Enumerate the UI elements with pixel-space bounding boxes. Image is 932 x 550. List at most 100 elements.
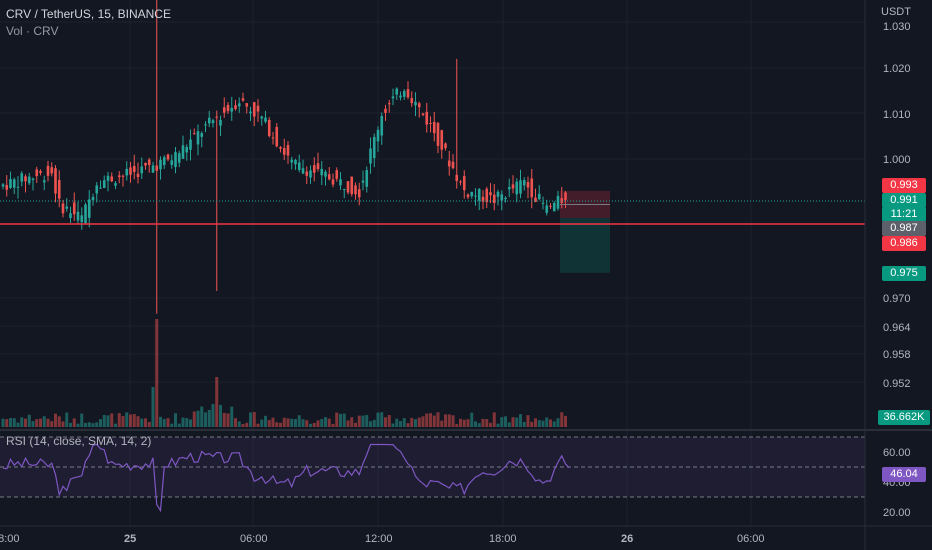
volume-bar: [61, 421, 65, 427]
time-label: 12:00: [365, 533, 393, 545]
volume-bar: [335, 412, 339, 427]
candle-body: [369, 148, 372, 164]
candle-body: [376, 129, 380, 142]
volume-bar: [12, 418, 16, 427]
volume-bar: [140, 418, 144, 427]
candle-body: [5, 185, 9, 190]
volume-bar: [200, 406, 204, 427]
candle-body: [466, 194, 470, 198]
volume-bar: [256, 423, 260, 427]
candle-body: [425, 111, 429, 125]
rsi-legend[interactable]: RSI (14, close, SMA, 14, 2): [6, 434, 152, 448]
candle-body: [271, 137, 275, 139]
candle-body: [500, 194, 504, 201]
candle-body: [492, 194, 496, 204]
candle-body: [365, 170, 369, 187]
candle-body: [507, 187, 511, 190]
volume-bar: [39, 418, 42, 427]
candle-body: [31, 178, 35, 180]
rsi-tick: 60.00: [883, 447, 911, 459]
volume-bar: [515, 417, 519, 427]
candle-body: [327, 174, 331, 180]
candle-body: [294, 159, 297, 165]
volume-bar: [72, 418, 76, 427]
candle-body: [57, 180, 61, 199]
volume-bar: [301, 419, 305, 427]
volume-bar: [489, 422, 492, 427]
volume-bar: [320, 419, 324, 427]
candle-body: [312, 165, 316, 173]
candle-body: [309, 170, 312, 178]
symbol-title[interactable]: CRV / TetherUS, 15, BINANCE: [6, 7, 171, 21]
candle-body: [125, 168, 129, 176]
volume-bar: [275, 422, 279, 427]
candle-body: [444, 143, 447, 149]
volume-bar: [125, 412, 129, 427]
volume-bar: [196, 410, 200, 427]
volume-bar: [215, 377, 219, 427]
candle-body: [252, 102, 256, 117]
volume-bar: [69, 422, 72, 427]
volume-bar: [537, 420, 541, 427]
candle-body: [144, 162, 147, 166]
candle-body: [316, 163, 320, 170]
candle-body: [459, 181, 462, 183]
candle-body: [204, 124, 207, 126]
candle-body: [9, 179, 12, 188]
volume-bar: [102, 414, 106, 427]
candle-body: [515, 181, 519, 195]
candle-body: [339, 179, 342, 186]
candle-body: [526, 181, 530, 188]
candle-body: [264, 117, 267, 122]
volume-bar: [376, 412, 380, 427]
volume-bar: [305, 420, 309, 427]
candle-body: [537, 193, 541, 200]
volume-bar: [365, 414, 369, 427]
candle-body: [42, 180, 46, 183]
time-label: 26: [621, 533, 633, 545]
volume-bar: [1, 418, 5, 427]
candle-body: [534, 197, 537, 203]
candle-body: [511, 184, 515, 189]
volume-legend[interactable]: Vol · CRV: [6, 24, 59, 38]
volume-bar: [309, 423, 312, 427]
price-tick: 0.970: [883, 293, 911, 305]
price-tick: 0.952: [883, 378, 911, 390]
candle-body: [545, 205, 549, 213]
volume-bar: [174, 413, 177, 427]
candle-body: [474, 195, 477, 197]
candle-body: [286, 145, 290, 156]
volume-bar: [504, 416, 507, 427]
candle-body: [522, 180, 526, 186]
volume-bar: [16, 422, 20, 427]
candle-body: [297, 162, 301, 170]
candle-body: [414, 101, 417, 106]
candle-body: [211, 120, 215, 124]
position-tool[interactable]: [560, 190, 610, 273]
volume-bar: [522, 421, 526, 427]
candle-body: [489, 192, 492, 196]
volume-bar: [297, 415, 301, 427]
volume-bar: [50, 421, 54, 427]
volume-bar: [42, 416, 46, 427]
candle-body: [140, 166, 144, 174]
volume-bar: [129, 414, 132, 427]
volume-bar: [440, 420, 444, 427]
rsi-value-tag: 46.04: [882, 467, 926, 482]
volume-value-tag: 36.662K: [878, 410, 930, 425]
price-tick: 0.964: [883, 322, 911, 334]
volume-bar: [455, 423, 459, 427]
volume-bar: [425, 413, 429, 427]
volume-bar: [549, 419, 552, 427]
volume-bar: [485, 419, 489, 427]
volume-bar: [114, 423, 117, 427]
volume-bar: [117, 413, 121, 427]
volume-bar: [177, 423, 181, 427]
volume-bar: [462, 419, 466, 427]
candle-body: [335, 170, 339, 179]
volume-bar: [245, 422, 249, 427]
volume-bar: [346, 420, 350, 427]
candles: [1, 0, 567, 314]
volume-bar: [526, 415, 530, 427]
